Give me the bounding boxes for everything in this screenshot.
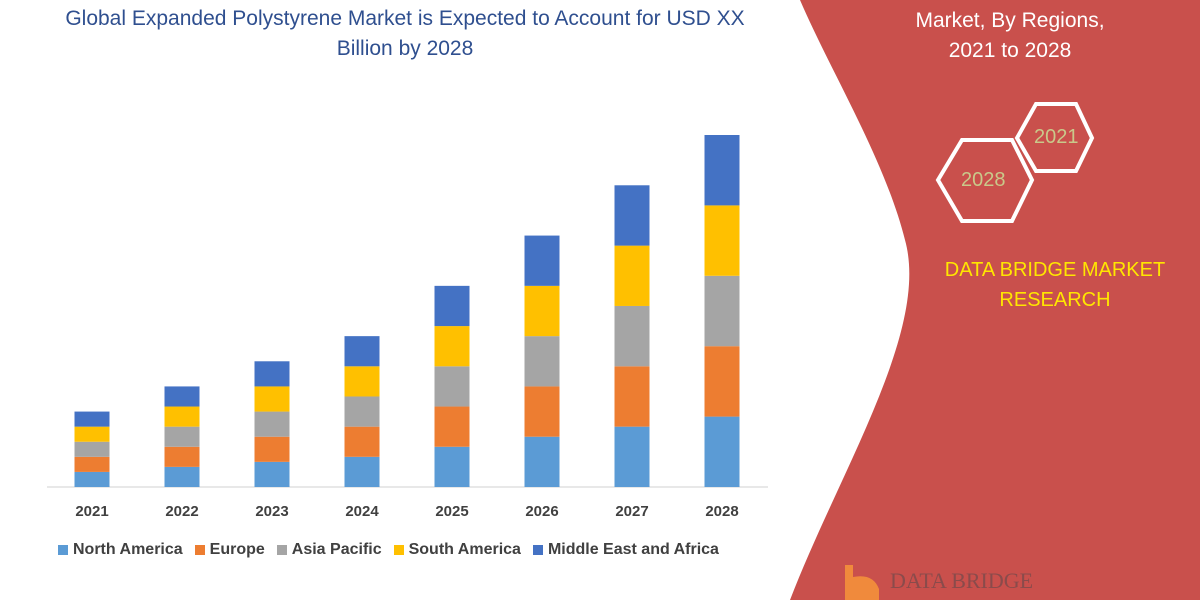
- bar-segment-2023-asia-pacific: [254, 411, 290, 437]
- bar-segment-2021-middle-east-and-africa: [74, 411, 110, 427]
- hexagon-2021: [1014, 102, 1095, 173]
- legend-label: North America: [73, 541, 183, 558]
- legend-swatch: [58, 545, 68, 555]
- bar-segment-2024-europe: [344, 426, 380, 457]
- bar-segment-2028-south-america: [704, 205, 740, 276]
- x-tick-label: 2024: [345, 503, 379, 520]
- hexagon-2028: [935, 138, 1035, 223]
- bar-segment-2025-south-america: [434, 326, 470, 367]
- legend-swatch: [393, 545, 404, 555]
- bar-segment-2023-north-america: [254, 461, 290, 487]
- bar-segment-2025-asia-pacific: [434, 366, 470, 407]
- chart-title: Global Expanded Polystyrene Market is Ex…: [65, 7, 745, 60]
- x-tick-label: 2022: [165, 503, 199, 520]
- bar-segment-2025-north-america: [434, 446, 470, 487]
- hex-label-2028: 2028: [961, 169, 1006, 191]
- bar-segment-2026-north-america: [524, 436, 560, 487]
- bar-segment-2023-south-america: [254, 386, 290, 412]
- legend-swatch: [194, 545, 205, 555]
- x-tick-label: 2026: [525, 503, 559, 520]
- bar-segment-2022-north-america: [164, 466, 200, 487]
- red-panel: [790, 0, 1200, 600]
- bar-segment-2026-asia-pacific: [524, 336, 560, 387]
- legend-swatch: [276, 545, 287, 555]
- legend-item: Europe: [194, 541, 265, 559]
- bar-segment-2027-middle-east-and-africa: [614, 185, 650, 246]
- legend-label: Middle East and Africa: [547, 541, 719, 558]
- bar-segment-2021-europe: [74, 456, 110, 472]
- bar-segment-2028-europe: [704, 346, 740, 417]
- x-tick-label: 2028: [705, 503, 739, 520]
- bar-segment-2026-europe: [524, 386, 560, 437]
- legend: North America Europe Asia Pacific South Ame…: [58, 541, 719, 559]
- bar-segment-2027-south-america: [614, 245, 650, 306]
- bar-segment-2022-middle-east-and-africa: [164, 386, 200, 407]
- bar-segment-2021-asia-pacific: [74, 441, 110, 457]
- bar-segment-2027-europe: [614, 366, 650, 427]
- bar-segment-2024-north-america: [344, 456, 380, 487]
- legend-label: Europe: [209, 541, 265, 558]
- bar-segment-2022-south-america: [164, 406, 200, 427]
- bar-segment-2024-south-america: [344, 366, 380, 397]
- legend-item: Asia Pacific: [276, 541, 382, 559]
- legend-label: South America: [408, 541, 521, 558]
- bar-segment-2023-middle-east-and-africa: [254, 361, 290, 387]
- x-tick-label: 2027: [615, 503, 649, 520]
- bar-segment-2023-europe: [254, 436, 290, 462]
- bar-segment-2021-north-america: [74, 471, 110, 487]
- logo-text: DATA BRIDGE: [890, 568, 1034, 593]
- bar-segment-2027-north-america: [614, 426, 650, 487]
- legend-swatch: [532, 545, 543, 555]
- bar-segment-2021-south-america: [74, 426, 110, 442]
- bar-segment-2026-middle-east-and-africa: [524, 235, 560, 286]
- logo-icon: [845, 565, 879, 600]
- x-tick-label: 2025: [435, 503, 469, 520]
- bar-segment-2028-north-america: [704, 416, 740, 487]
- bar-segment-2022-europe: [164, 446, 200, 467]
- brand-text: DATA BRIDGE MARKET RESEARCH: [944, 259, 1166, 311]
- hex-label-2021: 2021: [1034, 126, 1079, 148]
- bar-segment-2028-middle-east-and-africa: [704, 135, 740, 206]
- x-tick-label: 2021: [75, 503, 109, 520]
- bar-segment-2026-south-america: [524, 285, 560, 337]
- bar-segment-2022-asia-pacific: [164, 426, 200, 447]
- bar-segment-2025-europe: [434, 406, 470, 447]
- legend-item: Middle East and Africa: [532, 541, 719, 559]
- bar-segment-2028-asia-pacific: [704, 275, 740, 347]
- bars: [74, 135, 740, 487]
- bar-segment-2027-asia-pacific: [614, 305, 650, 367]
- legend-label: Asia Pacific: [291, 541, 382, 558]
- bar-segment-2024-middle-east-and-africa: [344, 336, 380, 367]
- bar-segment-2024-asia-pacific: [344, 396, 380, 427]
- legend-item: North America: [58, 541, 183, 559]
- panel-title: Market, By Regions, 2021 to 2028: [880, 6, 1140, 66]
- legend-item: South America: [393, 541, 521, 559]
- panel-title-line: 2021 to 2028: [948, 39, 1072, 62]
- bar-segment-2025-middle-east-and-africa: [434, 285, 470, 327]
- x-tick-label: 2023: [255, 503, 289, 520]
- panel-title-line: Market, By Regions,: [915, 9, 1105, 32]
